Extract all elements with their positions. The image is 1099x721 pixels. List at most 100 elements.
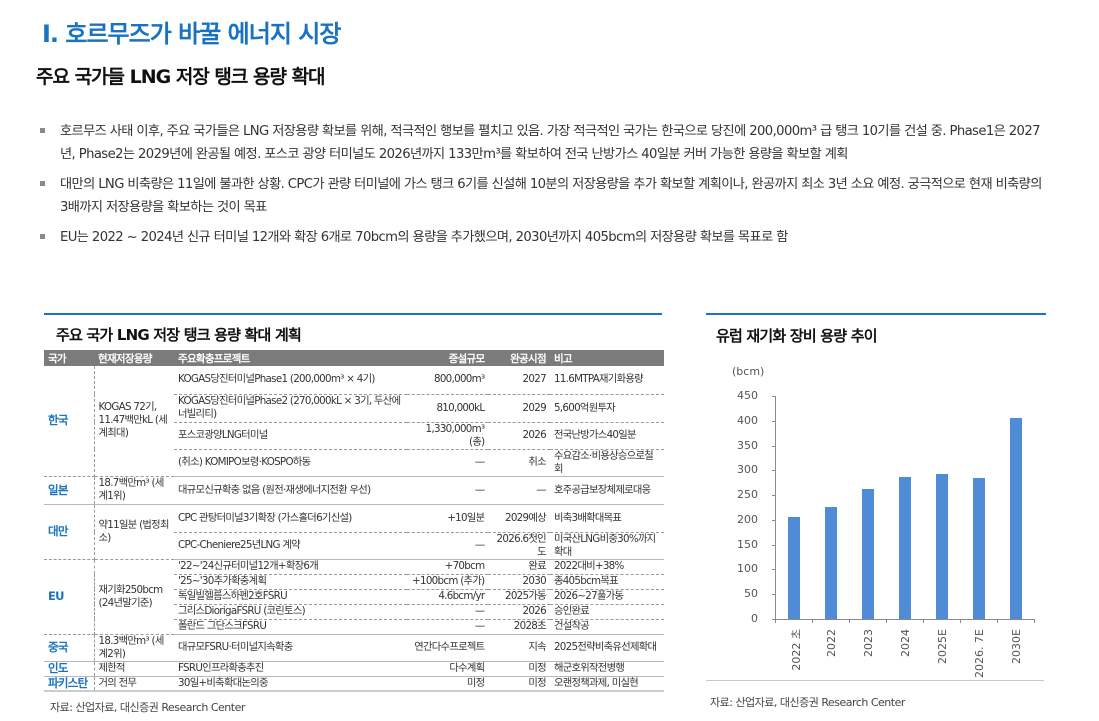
- bullet-square-icon: [40, 181, 45, 186]
- table-row: (취소) KOMIPO보령·KOSPO하동 — 취소 수요감소·비용상승으로철회: [44, 449, 664, 477]
- page-subtitle: 주요 국가들 LNG 저장 탱크 용량 확대: [36, 66, 326, 88]
- table-row: '25~'30추가확충계획 +100bcm (추가) 2030 총405bcm목표: [44, 574, 664, 590]
- y-tick-mark: [772, 594, 776, 596]
- y-tick-mark: [772, 495, 776, 497]
- cell-completion: 미정: [488, 661, 550, 677]
- cell-current-capacity: KOGAS 72기, 11.47백만kL (세계최대): [94, 366, 174, 477]
- cell-scale: 다수계획: [406, 661, 489, 677]
- cell-project: 폴란드 그단스크FSRU: [174, 619, 407, 635]
- y-axis: [775, 396, 776, 619]
- x-axis: [775, 619, 1034, 620]
- bar: [972, 477, 985, 619]
- cell-scale: —: [406, 532, 489, 560]
- cell-completion: 2028초: [488, 619, 550, 635]
- table-body: 한국 KOGAS 72기, 11.47백만kL (세계최대) KOGAS당진터미널P…: [44, 366, 664, 692]
- col-header-current: 현재저장용량: [94, 350, 174, 366]
- cell-project: '25~'30추가확충계획: [174, 574, 407, 590]
- cell-project: 포스코광양LNG터미널: [174, 422, 407, 450]
- y-tick-label: 450: [737, 389, 758, 402]
- cell-completion: 미정: [488, 676, 550, 692]
- cell-project: CPC 관탕터미널3기확장 (가스홀더6기신설): [174, 504, 407, 533]
- x-tick-mark: [1034, 619, 1035, 623]
- cell-project: 그리스DiorigaFSRU (코린토스): [174, 604, 407, 620]
- cell-current-capacity: 18.3백만m³ (세계2위): [94, 634, 174, 662]
- x-tick-mark: [812, 619, 813, 623]
- cell-completion: 완료: [488, 559, 550, 575]
- y-tick-mark: [772, 470, 776, 472]
- bar-chart: (bcm) 0 50 100 150 200 250 300 350 400 450 2022 초 2…: [706, 353, 1046, 678]
- cell-note: 건설착공: [549, 619, 664, 635]
- cell-project: CPC-Cheniere25년LNG 계약: [174, 532, 407, 560]
- y-tick-label: 350: [737, 438, 758, 452]
- panel-top-rule: [706, 313, 1046, 315]
- cell-scale: +10일분: [406, 504, 489, 533]
- y-tick-mark: [772, 544, 776, 546]
- cell-completion: 2029: [488, 394, 550, 423]
- cell-note: 2025전략비축유선제확대: [549, 634, 664, 662]
- cell-project: KOGAS당진터미널Phase1 (200,000m³ × 4기): [174, 366, 407, 395]
- table-row: 한국 KOGAS 72기, 11.47백만kL (세계최대) KOGAS당진터미널P…: [44, 366, 664, 477]
- cell-scale: 4.6bcm/yr: [406, 589, 489, 605]
- cell-completion: 2026: [488, 604, 550, 620]
- cell-country: 대만: [44, 504, 95, 560]
- cell-current-capacity: 약11일분 (법정최소): [94, 504, 174, 560]
- cell-completion: 2025가동: [488, 589, 550, 605]
- cell-note: 11.6MTPA재기화용량: [549, 366, 664, 395]
- bullet-square-icon: [40, 234, 45, 239]
- table-row: 대만 약11일분 (법정최소) CPC 관탕터미널3기확장 (가스홀더6기신설) +1…: [44, 504, 664, 560]
- table-title: 주요 국가 LNG 저장 탱크 용량 확대 계획: [56, 326, 302, 344]
- y-tick-label: 300: [737, 463, 758, 477]
- panel-top-rule: [44, 313, 662, 315]
- y-tick-label: 100: [737, 562, 758, 576]
- bar: [824, 506, 837, 619]
- cell-note: 2026~27풀가동: [549, 589, 664, 605]
- cell-current-capacity: 18.7백만m³ (세계1위): [94, 476, 174, 505]
- cell-note: 총405bcm목표: [549, 574, 664, 590]
- cell-scale: —: [406, 476, 489, 505]
- y-tick-mark: [772, 445, 776, 447]
- lng-plan-table-panel: 주요 국가 LNG 저장 탱크 용량 확대 계획 국가 현재저장용량 주요확충프…: [44, 313, 664, 715]
- y-tick-label: 250: [737, 488, 758, 502]
- table-row: EU 재기화250bcm (24년말기준) '22~'24신규터미널12개+확장6개…: [44, 559, 664, 635]
- cell-note: 미국산LNG비중30%까지확대: [549, 532, 664, 560]
- x-tick-label: 2025E: [935, 629, 949, 664]
- y-tick-mark: [772, 569, 776, 571]
- summary-bullets: 호르무즈 사태 이후, 주요 국가들은 LNG 저장용량 확보를 위해, 적극적…: [40, 120, 1050, 256]
- table-row: 독일빌헬름스하펜2호FSRU 4.6bcm/yr 2025가동 2026~27풀가동: [44, 589, 664, 605]
- bar: [935, 474, 948, 619]
- cell-completion: 2027: [488, 366, 550, 395]
- table-row: 파키스탄 거의 전무 30일+비축확대논의중 미정 미정 오랜정책과제, 미실현: [44, 676, 664, 692]
- y-tick-mark: [772, 396, 776, 397]
- chart-bottom-rule: [706, 680, 1044, 681]
- y-tick-mark: [772, 420, 776, 422]
- cell-scale: 연간다수프로젝트: [406, 634, 489, 662]
- cell-project: 30일+비축확대논의중: [174, 676, 407, 692]
- y-tick-label: 400: [737, 413, 758, 427]
- cell-project: 독일빌헬름스하펜2호FSRU: [174, 589, 407, 605]
- cell-scale: +100bcm (추가): [406, 574, 489, 590]
- cell-project: KOGAS당진터미널Phase2 (270,000kL × 3기, 두산에너빌리…: [174, 394, 407, 423]
- cell-current-capacity: 거의 전무: [94, 676, 174, 692]
- cell-note: 2022대비+38%: [549, 559, 664, 575]
- cell-project: 대규모신규확충 없음 (원전·재생에너지전환 우선): [174, 476, 407, 505]
- col-header-country: 국가: [44, 350, 94, 366]
- cell-completion: 취소: [488, 449, 550, 477]
- cell-country: 인도: [44, 661, 95, 677]
- cell-scale: 810,000kL: [406, 394, 489, 423]
- cell-country: 한국: [44, 366, 95, 477]
- x-tick-label: 2022 초: [789, 629, 803, 671]
- cell-project: FSRU인프라확충추진: [174, 661, 407, 677]
- table-row: 그리스DiorigaFSRU (코린토스) —2026 승인완료: [44, 604, 664, 620]
- cell-completion: 2030: [488, 574, 550, 590]
- cell-note: 수요감소·비용상승으로철회: [549, 449, 664, 477]
- col-header-scale: 증설규모: [406, 350, 489, 366]
- table-row: 폴란드 그단스크FSRU —2028초 건설착공: [44, 619, 664, 635]
- table-row: KOGAS당진터미널Phase2 (270,000kL × 3기, 두산에너빌리…: [44, 394, 664, 423]
- bar: [787, 516, 800, 619]
- x-tick-mark: [960, 619, 961, 623]
- cell-completion: 2026: [488, 422, 550, 450]
- table-source: 자료: 산업자료, 대신증권 Research Center: [50, 701, 245, 714]
- y-tick-mark: [772, 519, 776, 521]
- x-tick-mark: [775, 619, 776, 623]
- bullet-item: EU는 2022 ~ 2024년 신규 터미널 12개와 확장 6개로 70bc…: [40, 226, 1050, 249]
